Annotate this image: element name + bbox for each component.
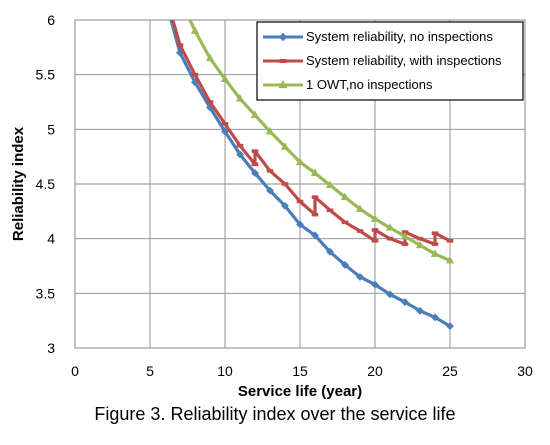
y-tick-label: 6 <box>47 12 55 28</box>
data-point <box>235 94 245 102</box>
data-point <box>251 162 259 167</box>
data-point <box>371 228 379 232</box>
data-point <box>311 212 319 217</box>
data-point <box>386 236 394 241</box>
y-tick-label: 4 <box>47 231 55 247</box>
legend-label-1-owt: 1 OWT,no inspections <box>306 77 433 92</box>
legend-diamond-marker <box>278 32 288 42</box>
data-point <box>236 143 244 148</box>
x-tick-label: 30 <box>517 363 533 379</box>
data-point <box>385 223 395 231</box>
data-point <box>221 127 229 136</box>
data-point <box>266 169 274 173</box>
data-point <box>251 149 259 153</box>
data-point <box>371 239 379 243</box>
data-point <box>446 239 454 243</box>
data-point <box>281 182 289 186</box>
y-tick-label: 3.5 <box>36 285 56 301</box>
data-point <box>355 204 365 213</box>
legend: System reliability, no inspections Syste… <box>256 21 524 101</box>
legend-label-no-inspections: System reliability, no inspections <box>306 29 493 44</box>
data-point <box>386 290 394 299</box>
data-point <box>296 220 304 229</box>
data-point <box>415 240 425 249</box>
data-point <box>340 192 350 201</box>
data-point <box>310 168 320 176</box>
data-point <box>416 306 424 315</box>
data-point <box>341 260 349 269</box>
data-point <box>281 201 289 210</box>
reliability-chart: 0 5 10 15 20 25 30 3 3.5 4 4.5 5 5.5 6 Service life (… <box>10 0 533 400</box>
data-point <box>326 247 334 256</box>
data-point <box>326 208 334 213</box>
data-point <box>370 214 380 222</box>
data-point <box>401 298 409 307</box>
x-tick-label: 20 <box>367 363 383 379</box>
x-tick-label: 0 <box>71 363 79 379</box>
data-point <box>431 231 439 235</box>
y-tick-label: 4.5 <box>36 176 56 192</box>
data-point <box>445 255 455 264</box>
gridlines <box>74 19 526 349</box>
data-point <box>251 169 259 177</box>
data-point <box>191 72 199 77</box>
data-point <box>280 142 290 150</box>
data-point <box>311 231 319 240</box>
data-point <box>401 242 409 246</box>
y-tick-label: 3 <box>47 340 55 356</box>
data-point <box>266 186 274 195</box>
data-point <box>162 0 169 2</box>
data-point <box>206 100 214 104</box>
x-tick-label: 25 <box>442 363 458 379</box>
legend-item-1-owt: 1 OWT,no inspections <box>263 77 433 92</box>
y-tick-label: 5.5 <box>36 67 56 83</box>
data-point <box>236 150 244 159</box>
data-point <box>431 313 439 322</box>
data-point <box>220 74 230 82</box>
legend-triangle-marker <box>278 79 288 89</box>
data-point <box>400 231 410 240</box>
data-point <box>295 157 305 166</box>
data-point <box>176 43 184 47</box>
y-tick-label: 5 <box>47 121 55 137</box>
data-point <box>341 220 349 225</box>
y-axis-title: Reliability index <box>10 126 27 241</box>
data-point <box>430 249 440 257</box>
data-point <box>250 110 260 119</box>
legend-label-with-inspections: System reliability, with inspections <box>306 53 502 68</box>
data-point <box>371 280 379 289</box>
data-point <box>296 199 304 204</box>
series-lines <box>162 0 455 331</box>
data-point <box>356 229 364 233</box>
data-point <box>311 195 319 199</box>
legend-dash-marker <box>279 59 287 63</box>
data-point <box>356 273 364 281</box>
series-2 <box>176 0 455 264</box>
data-point <box>325 180 335 188</box>
x-axis-title: Service life (year) <box>238 383 362 400</box>
data-point <box>431 242 439 246</box>
legend-item-with-inspections: System reliability, with inspections <box>263 53 502 68</box>
tick-labels: 0 5 10 15 20 25 30 3 3.5 4 4.5 5 5.5 6 <box>36 12 533 379</box>
data-point <box>205 53 215 62</box>
legend-item-no-inspections: System reliability, no inspections <box>263 29 493 44</box>
figure-caption: Figure 3. Reliability index over the ser… <box>94 404 456 424</box>
data-point <box>265 126 275 135</box>
x-tick-label: 15 <box>292 363 308 379</box>
x-tick-label: 5 <box>146 363 154 379</box>
x-tick-label: 10 <box>217 363 233 379</box>
data-point <box>176 0 183 1</box>
data-point <box>221 122 229 126</box>
data-point <box>416 236 424 241</box>
data-point <box>446 322 454 331</box>
data-point <box>190 26 200 34</box>
